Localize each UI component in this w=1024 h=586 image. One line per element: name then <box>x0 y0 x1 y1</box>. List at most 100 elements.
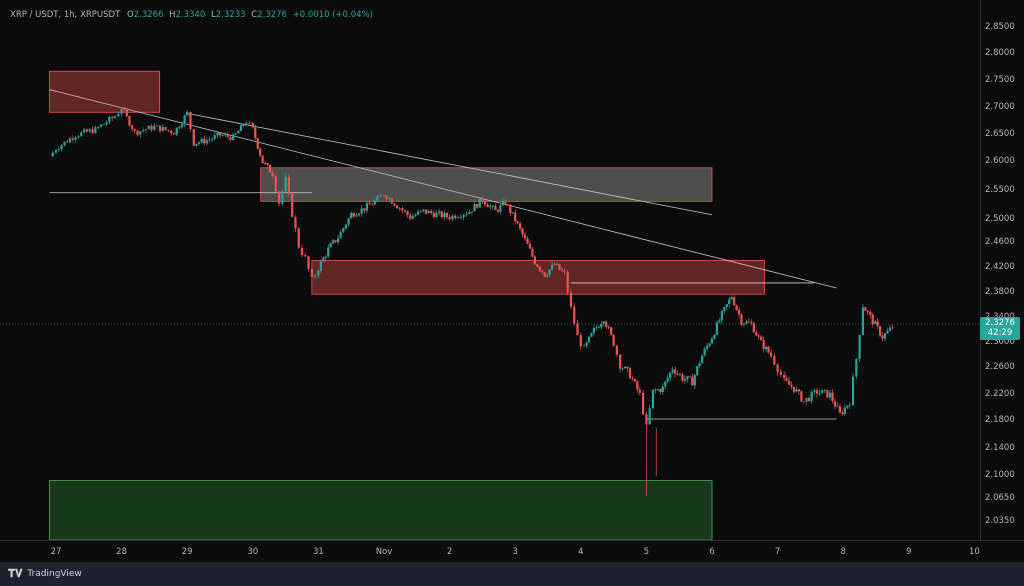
candle-body <box>874 321 877 325</box>
candle-body <box>836 406 839 408</box>
candle-body <box>563 270 566 273</box>
price-axis[interactable]: 2.8500 2.8000 2.7500 2.7000 2.6500 2.6000 2.55… <box>980 0 1024 540</box>
candle-body <box>111 116 114 118</box>
candle-body <box>745 321 748 324</box>
candle-body <box>390 198 393 204</box>
support-zone-3[interactable] <box>49 480 713 540</box>
candle-body <box>678 373 682 375</box>
candle-body <box>531 248 534 257</box>
candle-body <box>347 218 350 225</box>
trendline-1[interactable] <box>187 112 713 216</box>
candle-body <box>656 389 659 391</box>
candle-body <box>569 292 573 307</box>
candle-body <box>828 392 832 398</box>
x-tick-label: 8 <box>840 547 846 557</box>
candle-body <box>409 214 412 219</box>
candle-body <box>147 125 150 130</box>
candle-body <box>203 138 206 144</box>
candle-body <box>636 381 639 390</box>
y-tick-label: 2.6500 <box>985 129 1015 139</box>
candle-body <box>797 389 801 392</box>
candle-body <box>274 176 277 192</box>
candle-body <box>322 257 325 262</box>
candle-body <box>300 247 304 255</box>
candle-body <box>516 221 519 224</box>
x-tick-label: 3 <box>512 547 518 557</box>
low-value: 2.3233 <box>215 10 246 20</box>
candle-body <box>546 274 549 277</box>
candle-body <box>297 228 300 248</box>
last-price-tag: 2.3276 42:29 <box>980 317 1020 340</box>
candle-body <box>645 414 648 425</box>
candle-body <box>720 311 723 321</box>
tradingview-logo[interactable]: 𝐓𝐕 TradingView <box>8 567 82 581</box>
candle-body <box>496 210 500 212</box>
candle-body <box>795 389 798 392</box>
open-value: 2.3266 <box>133 10 164 20</box>
candle-body <box>156 125 159 127</box>
candle-body <box>216 132 219 136</box>
candle-body <box>551 264 554 270</box>
candle-body <box>339 231 342 239</box>
candle-body <box>164 127 167 130</box>
candle-body <box>117 113 120 117</box>
candle-body <box>688 376 691 378</box>
candle-body <box>691 376 694 386</box>
candle-body <box>226 134 229 137</box>
candle-body <box>256 138 259 149</box>
candle-body <box>752 323 755 333</box>
candle-body <box>158 125 162 132</box>
candle-body <box>807 397 811 402</box>
candle-body <box>686 376 689 380</box>
candle-body <box>197 142 201 144</box>
candle-body <box>178 127 181 129</box>
candle-body <box>582 345 586 347</box>
candle-body <box>388 198 391 200</box>
candle-body <box>666 378 669 382</box>
candle-body <box>504 201 507 205</box>
price-plot[interactable] <box>0 0 980 540</box>
candle-body <box>881 335 884 339</box>
candle-body <box>105 122 108 125</box>
candle-body <box>74 137 77 140</box>
resistance-zone-0[interactable] <box>49 70 161 113</box>
candle-body <box>659 389 662 392</box>
candle-body <box>633 379 637 382</box>
candle-body <box>211 138 214 140</box>
candle-body <box>790 384 793 387</box>
candle-body <box>398 208 401 209</box>
candle-body <box>229 136 232 141</box>
high-label: H <box>169 10 176 20</box>
candle-body <box>725 304 728 308</box>
candle-body <box>523 234 527 239</box>
candle-body <box>376 196 379 201</box>
candle-body <box>600 323 603 328</box>
candle-body <box>102 124 105 125</box>
symbol-title[interactable]: XRP / USDT, 1h, XRPUSDT <box>10 10 121 20</box>
candle-body <box>846 405 849 408</box>
tv-mark-icon: 𝐓𝐕 <box>8 567 23 580</box>
candle-body <box>167 129 170 131</box>
candle-body <box>703 348 706 356</box>
brand-label: TradingView <box>27 569 82 579</box>
trendline-0[interactable] <box>49 89 837 289</box>
candle-body <box>183 115 186 125</box>
candle-body <box>470 211 474 213</box>
candle-body <box>879 326 882 336</box>
candle-body <box>773 356 776 365</box>
candle-body <box>631 378 634 380</box>
time-axis[interactable]: 27 28 29 30 31 Nov 2 3 4 5 6 7 8 9 10 <box>0 540 1024 563</box>
candle-body <box>787 380 791 385</box>
candle-body <box>579 335 582 347</box>
y-tick-label: 2.8000 <box>985 48 1015 58</box>
x-tick-label: 27 <box>50 547 62 557</box>
candle-body <box>750 322 753 324</box>
candle-body <box>454 215 457 219</box>
candle-body <box>491 205 494 207</box>
candle-body <box>833 401 837 407</box>
candle-body <box>543 272 546 277</box>
candle-body <box>60 145 63 150</box>
candle-body <box>393 203 396 206</box>
neutral-zone-1[interactable] <box>260 167 713 202</box>
y-tick-label: 2.1400 <box>985 443 1015 453</box>
